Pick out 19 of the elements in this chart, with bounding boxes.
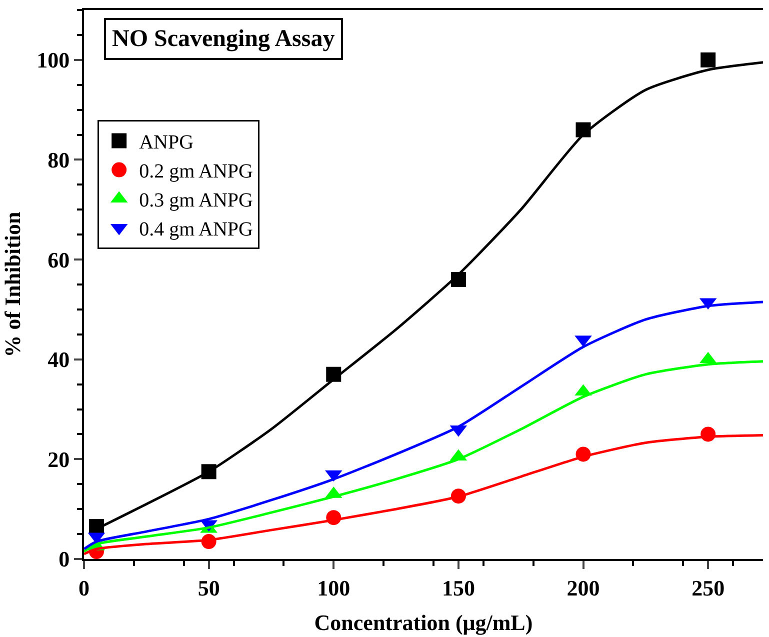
legend-label: 0.2 gm ANPG: [139, 160, 253, 183]
legend-label: 0.4 gm ANPG: [139, 218, 253, 241]
x-tick-label: 100: [317, 575, 350, 600]
x-tick-label: 50: [198, 575, 220, 600]
y-tick-label: 60: [48, 247, 70, 272]
y-tick-label: 100: [36, 48, 70, 73]
x-axis-title: Concentration (μg/mL): [314, 610, 533, 635]
legend-label: ANPG: [139, 132, 194, 154]
x-tick-label: 0: [78, 575, 90, 600]
text: NO Scavenging Assay: [112, 26, 335, 52]
y-tick-label: 0: [58, 546, 70, 572]
x-tick-label: 250: [692, 575, 725, 600]
x-tick-label: 150: [442, 575, 475, 600]
y-axis-title: % of Inhibition: [0, 212, 25, 358]
y-tick-label: 80: [48, 147, 70, 172]
x-tick-label: 200: [566, 575, 600, 600]
y-tick-label: 40: [48, 347, 70, 372]
legend-label: 0.3 gm ANPG: [139, 190, 253, 212]
y-tick-label: 20: [48, 446, 70, 472]
